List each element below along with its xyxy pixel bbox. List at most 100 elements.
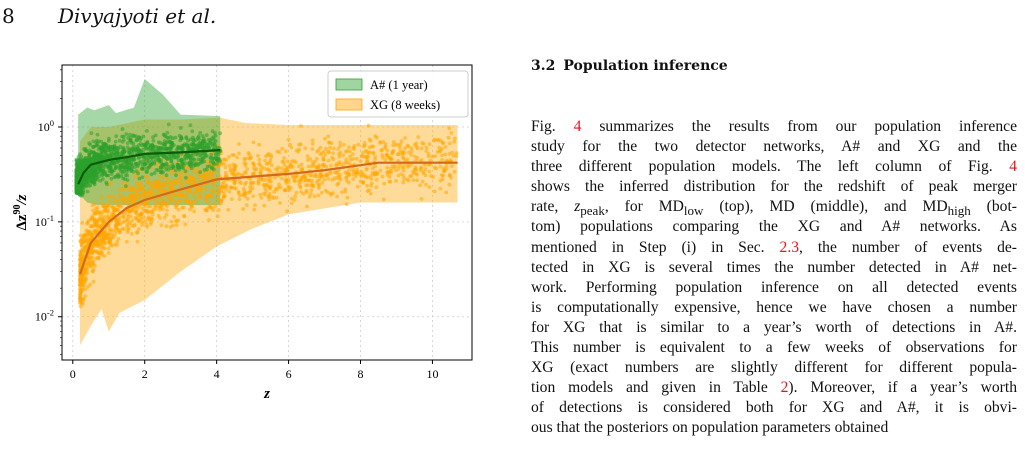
xg-point [396, 143, 400, 147]
xg-point [362, 141, 367, 145]
a-sharp-point [89, 166, 93, 171]
xg-point [341, 153, 346, 158]
xg-point [361, 151, 365, 155]
xg-point [78, 293, 82, 298]
xg-point [213, 204, 217, 209]
xg-point [309, 188, 314, 193]
a-sharp-point [113, 174, 118, 179]
xg-point [279, 166, 284, 171]
xg-point [121, 181, 126, 185]
xg-point [179, 176, 184, 181]
xg-point [149, 185, 154, 190]
xg-point [181, 205, 186, 210]
xg-point [134, 211, 139, 216]
xg-point [447, 141, 452, 146]
y-tick-label: 10-2 [35, 308, 54, 324]
xg-point [366, 175, 371, 180]
xg-point [243, 163, 248, 168]
xg-point [373, 154, 378, 159]
a-sharp-point [85, 161, 90, 166]
body-line: rate, zpeak, for MDlow (top), MD (middle… [531, 198, 1017, 219]
a-sharp-point [154, 149, 159, 153]
xg-point [243, 182, 247, 187]
xg-point [245, 167, 250, 171]
xg-point [204, 208, 209, 213]
xg-point [79, 289, 83, 294]
xg-point [285, 168, 290, 173]
a-sharp-point [151, 135, 155, 139]
xg-point [172, 191, 176, 196]
xg-point [81, 252, 86, 257]
xg-point [197, 188, 202, 193]
a-sharp-point [164, 161, 169, 166]
a-sharp-point [85, 189, 90, 194]
xg-point [232, 166, 236, 171]
a-sharp-point [149, 172, 154, 177]
xg-point [154, 199, 159, 204]
xg-point [221, 157, 226, 162]
xg-point [107, 215, 112, 220]
a-sharp-point [79, 159, 84, 164]
xg-point [127, 210, 132, 215]
xg-point [177, 199, 181, 204]
a-sharp-point [83, 156, 88, 160]
xg-point [317, 182, 322, 187]
a-sharp-point [177, 165, 182, 170]
xg-point [393, 164, 397, 168]
xg-point [250, 186, 255, 191]
xg-point [331, 151, 335, 156]
a-sharp-point [134, 138, 139, 143]
xg-point [289, 196, 294, 201]
xg-point [369, 177, 374, 181]
a-sharp-point [114, 165, 119, 170]
xg-point [429, 174, 433, 178]
a-sharp-point [95, 170, 100, 175]
xg-point [368, 139, 373, 143]
xg-point [126, 202, 131, 207]
xg-point [117, 193, 122, 197]
xg-point [80, 221, 85, 225]
xg-point [91, 279, 96, 284]
xg-point [419, 158, 424, 162]
xg-point [320, 181, 325, 185]
xg-point [86, 264, 91, 268]
a-sharp-point [210, 129, 215, 134]
xg-point [94, 222, 99, 227]
y-tick-label: 100 [38, 118, 54, 134]
x-axis-label: z [263, 386, 270, 402]
xg-point [313, 159, 317, 164]
xg-point [383, 157, 388, 162]
x-tick-label: 2 [142, 367, 148, 381]
xg-point [440, 140, 445, 145]
xg-point [117, 215, 122, 220]
axis-ticks: 0 2 4 6 8 10 10-2 10-1 100 [35, 69, 438, 381]
axis-labels: z Δz90/z [12, 194, 270, 402]
xg-point [338, 144, 342, 149]
xg-point [344, 176, 349, 180]
xg-point [419, 197, 424, 201]
xg-point [146, 178, 151, 183]
xg-point [106, 251, 111, 255]
xg-point [260, 178, 265, 182]
xg-point [91, 230, 96, 235]
xg-point [288, 163, 293, 168]
xg-point [139, 185, 144, 190]
xg-point [94, 241, 99, 246]
a-sharp-point [163, 143, 168, 147]
xg-point [268, 185, 272, 190]
xg-point [278, 185, 283, 190]
xg-point [400, 165, 405, 170]
a-sharp-point [151, 138, 156, 143]
a-sharp-point [115, 160, 120, 165]
xg-point [175, 181, 180, 186]
xg-point [328, 171, 333, 176]
xg-point [427, 142, 432, 146]
xg-point [269, 155, 274, 159]
a-sharp-point [197, 137, 202, 142]
a-sharp-point [101, 156, 106, 161]
a-sharp-point [208, 138, 213, 142]
xg-point [220, 181, 225, 186]
xg-point [287, 188, 291, 193]
xg-point [328, 145, 332, 150]
xg-point [286, 165, 290, 170]
